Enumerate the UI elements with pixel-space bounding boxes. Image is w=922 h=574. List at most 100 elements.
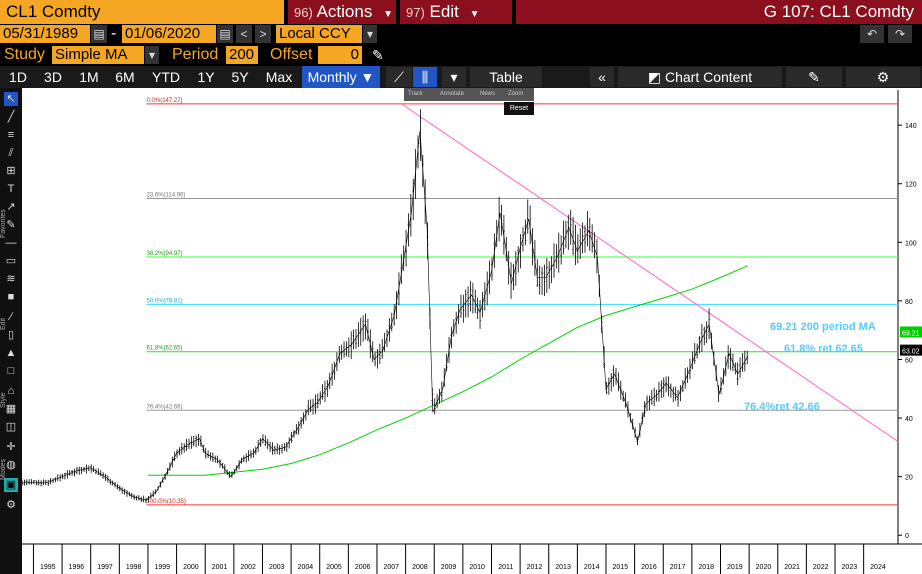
x-tick-label: 2002 [240,564,256,571]
brush-icon[interactable]: ∕ [10,311,12,323]
prev-period-button[interactable]: < [236,25,252,43]
price-line [22,130,748,501]
bar-chart-icon[interactable]: ⫼ [413,67,437,87]
zoom-button[interactable]: Zoom [508,91,524,97]
trendline-icon[interactable]: ╱ [7,111,15,123]
y-tick-label: 0 [905,533,909,540]
edit-chart-icon[interactable]: ✎ [786,67,842,87]
redo-icon[interactable]: ↷ [888,25,912,43]
reset-zoom-button[interactable]: Reset [504,102,534,115]
study-select[interactable]: Simple MA [52,46,144,64]
pencil-icon[interactable]: ✎ [372,47,384,63]
frequency-select[interactable]: Monthly ▼ [302,66,380,88]
horizontal-line-icon[interactable]: — [5,237,17,249]
fib-fan-icon[interactable]: ⊞ [6,165,16,177]
chart-content-button[interactable]: ◩ Chart Content [618,67,782,87]
chevron-down-icon[interactable]: ▾ [442,67,466,87]
x-tick-label: 2017 [670,564,686,571]
fib-level-label: 61.8%(62.65) [147,346,183,352]
currency-select[interactable]: Local CCY [276,25,362,43]
price-chart[interactable]: 0 20 40 60 80 100 120 140 1995 1996 1997 1998 1999 20… [22,88,922,574]
rectangle-tool-icon[interactable]: ▭ [5,255,17,267]
fib-level-label: 38.2%(94.97) [147,251,183,257]
timeframe-1m[interactable]: 1M [79,69,99,85]
lock-icon[interactable]: ⌂ [7,385,15,397]
news-button[interactable]: News [480,91,496,97]
title-bar: CL1 Comdty 96) Actions ▼ 97) Edit ▼ G 10… [0,0,922,24]
drawing-tool-strip: ↖ ╱ ≡ ⫽ ⊞ T ↗ ✎ — ▭ ≋ ■ ∕ ▯ ▲ □ ⌂ ▦ ◫ ✛ … [0,88,22,574]
timeframe-3d[interactable]: 3D [44,69,62,85]
line-style-icon[interactable]: ≋ [6,273,16,285]
actions-number: 96) [294,5,313,20]
gear-icon[interactable]: ⚙ [846,67,920,87]
magnet-icon[interactable]: ◍ [6,459,16,471]
calendar-icon[interactable]: ▤ [91,25,107,43]
settings-icon[interactable]: ⚙ [6,499,16,511]
x-tick-label: 2016 [641,564,657,571]
fib-level-label: 76.4%(42.66) [147,404,183,410]
edit-menu[interactable]: 97) Edit ▼ [400,0,512,24]
paint-icon[interactable]: ▲ [5,347,17,359]
price-series [22,109,749,504]
eraser-icon[interactable]: ▯ [7,329,15,341]
fibonacci-icon[interactable]: ≡ [7,129,15,141]
date-range-bar: 05/31/1989 ▤ - 01/06/2020 ▤ < > Local CC… [0,24,922,44]
edit-label: Edit [429,2,459,21]
chart-annotation: 61.8% ret 62.65 [784,343,863,355]
actions-menu[interactable]: 96) Actions ▼ [288,0,396,24]
annotate-button[interactable]: Annotate [440,91,465,97]
collapse-icon[interactable]: « [590,67,614,87]
start-date-input[interactable]: 05/31/1989 [0,25,90,43]
layers-icon[interactable]: ◫ [5,421,17,433]
pen-tool-icon[interactable]: ✎ [6,219,16,231]
chevron-down-icon: ▼ [360,69,375,85]
y-tick-label: 20 [905,475,913,482]
y-tick-label: 120 [905,182,917,189]
text-tool-icon[interactable]: T [7,183,15,195]
x-tick-label: 1997 [97,564,113,571]
chart-toolbar: 1D 3D 1M 6M YTD 1Y 5Y Max Monthly ▼ ⟋ ⫼ … [0,66,922,88]
actions-label: Actions [316,2,373,21]
timeframe-ytd[interactable]: YTD [152,69,180,85]
x-tick-label: 2007 [384,564,400,571]
chevron-down-icon[interactable]: ▾ [145,46,159,64]
color-picker-icon[interactable]: ▣ [4,478,18,492]
y-tick-label: 100 [905,240,917,247]
chart-area[interactable]: 0 20 40 60 80 100 120 140 1995 1996 1997 1998 1999 20… [22,88,922,574]
fib-level-label: 0.0%(147.27) [147,98,183,104]
ticker-field[interactable]: CL1 Comdty [0,0,284,24]
x-tick-label: 1995 [40,564,56,571]
reset-label: Reset [509,105,529,112]
track-button[interactable]: Track [408,91,423,97]
crosshair-icon[interactable]: ✛ [6,441,16,453]
undo-icon[interactable]: ↶ [860,25,884,43]
offset-input[interactable]: 0 [318,46,362,64]
fib-level-label: 23.6%(114.96) [147,192,186,198]
table-button[interactable]: Table [470,67,542,87]
cursor-icon[interactable]: ↖ [4,92,18,106]
arrow-tool-icon[interactable]: ↗ [6,201,16,213]
x-tick-label: 2019 [727,564,743,571]
channel-icon[interactable]: ⫽ [8,147,14,159]
pattern-icon[interactable]: ▦ [5,403,17,415]
period-input[interactable]: 200 [226,46,258,64]
chevron-down-icon[interactable]: ▾ [363,25,377,43]
x-tick-label: 2015 [613,564,629,571]
color-swatch-icon[interactable]: □ [7,365,15,377]
timeframe-5y[interactable]: 5Y [231,69,249,85]
chart-annotation: 76.4%ret 42.66 [744,401,820,413]
modes-section-label: Modes [0,458,7,480]
range-separator: - [111,25,117,42]
line-chart-icon[interactable]: ⟋ [386,67,412,87]
x-tick-label: 2005 [326,564,342,571]
timeframe-max[interactable]: Max [265,69,293,85]
color-tool-icon[interactable]: ■ [7,291,15,303]
x-tick-label: 2022 [813,564,829,571]
timeframe-6m[interactable]: 6M [115,69,135,85]
timeframe-1d[interactable]: 1D [9,69,27,85]
end-date-input[interactable]: 01/06/2020 [122,25,216,43]
trendline [402,104,899,442]
next-period-button[interactable]: > [255,25,271,43]
timeframe-1y[interactable]: 1Y [197,69,215,85]
calendar-icon[interactable]: ▤ [217,25,233,43]
